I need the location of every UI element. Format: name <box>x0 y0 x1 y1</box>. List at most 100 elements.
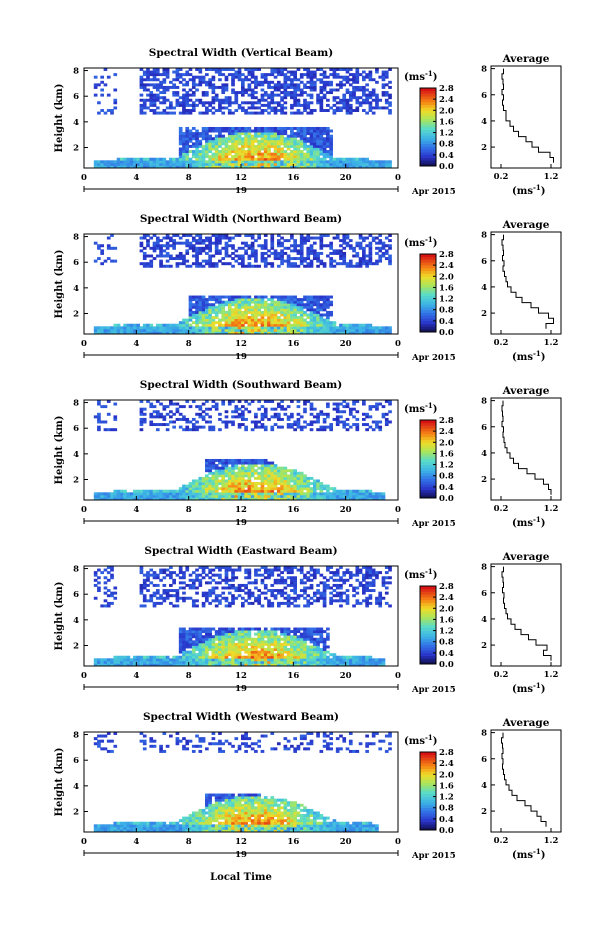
heatmap-cell <box>280 150 284 154</box>
heatmap-cell <box>119 165 124 169</box>
heatmap-cell <box>198 484 203 488</box>
heatmap-cell <box>339 489 343 493</box>
heatmap-cell <box>348 93 353 97</box>
heatmap-cell <box>198 407 203 411</box>
heatmap-cell <box>231 471 235 475</box>
heatmap-cell <box>312 303 317 307</box>
heatmap-cell <box>309 152 314 156</box>
heatmap-cell <box>339 328 343 332</box>
heatmap-cell <box>375 492 379 496</box>
heatmap-cell <box>368 91 373 95</box>
heatmap-cell <box>247 85 252 89</box>
heatmap-cell <box>113 402 118 406</box>
heatmap-cell <box>348 106 353 110</box>
heatmap-cell <box>227 254 232 258</box>
heatmap-cell <box>218 474 222 478</box>
heatmap-cell <box>260 313 265 317</box>
heatmap-cell <box>110 594 114 598</box>
heatmap-cell <box>182 323 186 327</box>
heatmap-cell <box>309 482 314 486</box>
heatmap-cell <box>119 160 124 164</box>
heatmap-cell <box>231 160 235 164</box>
heatmap-cell <box>283 78 288 82</box>
heatmap-cell <box>322 88 327 92</box>
heatmap-cell <box>263 246 268 250</box>
heatmap-cell <box>260 484 265 488</box>
heatmap-cell <box>214 586 219 590</box>
heatmap-cell <box>165 405 170 409</box>
heatmap-cell <box>178 586 183 590</box>
heatmap-cell <box>335 489 340 493</box>
heatmap-cell <box>165 88 170 92</box>
heatmap-cell <box>234 316 239 320</box>
heatmap-cell <box>221 642 226 646</box>
heatmap-cell <box>299 165 304 169</box>
heatmap-cell <box>201 316 206 320</box>
heatmap-cell <box>221 648 226 652</box>
heatmap-cell <box>309 494 314 498</box>
heatmap-cell <box>342 75 347 79</box>
heatmap-cell <box>254 476 258 480</box>
heatmap-cell <box>244 326 248 330</box>
heatmap-cell <box>142 326 147 330</box>
heatmap-cell <box>381 70 386 74</box>
heatmap-cell <box>276 144 281 148</box>
heatmap-cell <box>296 68 301 71</box>
heatmap-cell <box>329 83 333 87</box>
heatmap-cell <box>365 157 369 161</box>
heatmap-cell <box>263 331 268 335</box>
heatmap-cell <box>250 264 255 268</box>
heatmap-cell <box>195 103 199 107</box>
heatmap-cell <box>335 88 340 92</box>
heatmap-cell <box>319 497 324 501</box>
heatmap-cell <box>260 73 265 77</box>
heatmap-cell <box>368 405 373 409</box>
heatmap-cell <box>123 658 127 662</box>
heatmap-cell <box>322 75 327 79</box>
heatmap-cell <box>286 476 291 480</box>
heatmap-cell <box>152 68 157 71</box>
heatmap-cell <box>205 152 209 156</box>
heatmap-cell <box>303 152 307 156</box>
heatmap-cell <box>218 568 222 572</box>
heatmap-cell <box>234 109 239 112</box>
heatmap-cell <box>221 310 226 314</box>
heatmap-cell <box>241 405 245 409</box>
heatmap-cell <box>339 494 343 498</box>
heatmap-cell <box>309 476 314 480</box>
heatmap-cell <box>316 129 320 133</box>
heatmap-cell <box>205 150 209 154</box>
heatmap-cell <box>191 236 196 240</box>
heatmap-cell <box>188 420 193 424</box>
colorbar-segment <box>420 96 436 100</box>
heatmap-cell <box>205 91 209 95</box>
heatmap-cell <box>110 328 114 332</box>
heatmap-cell <box>280 132 284 136</box>
heatmap-cell <box>208 415 212 419</box>
heatmap-cell <box>326 328 330 332</box>
heatmap-cell <box>388 410 392 414</box>
heatmap-cell <box>316 310 320 314</box>
heatmap-cell <box>185 645 190 649</box>
heatmap-cell <box>185 663 190 667</box>
heatmap-cell <box>270 308 275 312</box>
heatmap-cell <box>254 134 258 138</box>
heatmap-cell <box>188 635 193 639</box>
heatmap-cell <box>142 73 147 77</box>
heatmap-cell <box>375 262 379 266</box>
heatmap-cell <box>290 160 294 164</box>
heatmap-cell <box>221 101 226 105</box>
heatmap-cell <box>332 70 337 74</box>
heatmap-cell <box>224 461 229 465</box>
heatmap-cell <box>198 581 203 585</box>
heatmap-cell <box>182 109 186 112</box>
heatmap-cell <box>224 310 229 314</box>
heatmap-cell <box>339 331 343 335</box>
heatmap-cell <box>365 160 369 164</box>
heatmap-cell <box>342 328 347 332</box>
heatmap-cell <box>231 129 235 133</box>
heatmap-cell <box>293 126 297 130</box>
heatmap-cell <box>244 91 248 95</box>
heatmap-cell <box>257 139 262 143</box>
heatmap-cell <box>296 318 301 322</box>
